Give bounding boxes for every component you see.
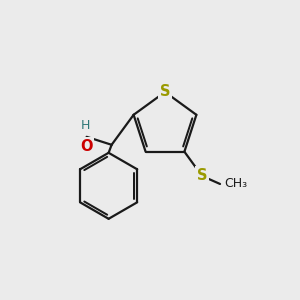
Text: S: S [160, 85, 170, 100]
Text: H: H [81, 119, 90, 132]
Text: O: O [80, 139, 93, 154]
Text: S: S [197, 169, 207, 184]
Text: CH₃: CH₃ [224, 178, 247, 190]
